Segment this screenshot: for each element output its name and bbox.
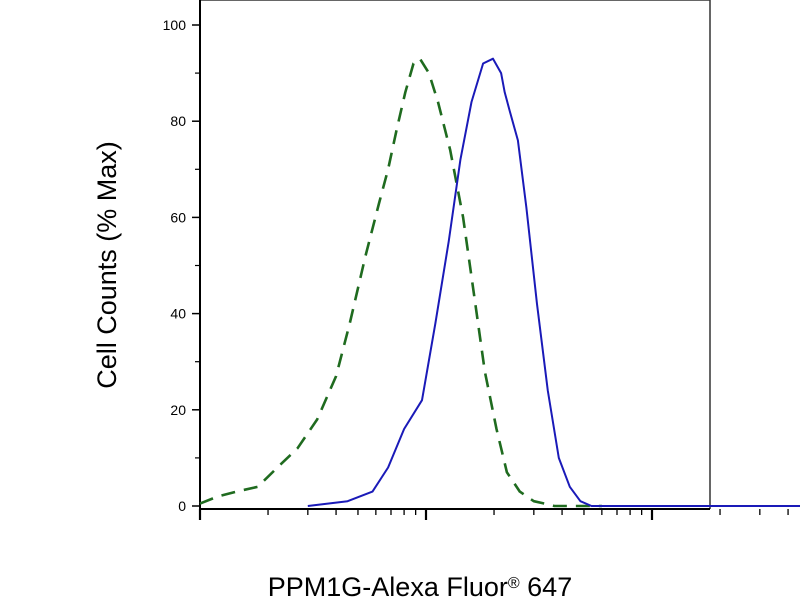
stained-series-line [307, 57, 800, 507]
y-tick-label: 60 [170, 209, 186, 225]
series-layer [199, 57, 800, 508]
y-axis-ticks: 0 20 40 60 80 100 [163, 17, 200, 514]
x-axis-title-suffix: 647 [520, 572, 573, 600]
y-tick-label: 0 [178, 498, 186, 514]
y-tick-label: 40 [170, 306, 186, 322]
y-tick-label: 20 [170, 402, 186, 418]
x-axis-title-superscript: ® [508, 575, 520, 592]
x-axis-title-main: PPM1G-Alexa Fluor [268, 572, 508, 600]
control-series-line [199, 57, 602, 508]
y-tick-label: 80 [170, 113, 186, 129]
y-axis-title: Cell Counts (% Max) [92, 141, 122, 389]
x-axis-title: PPM1G-Alexa Fluor® 647 [268, 572, 572, 600]
y-tick-label: 100 [163, 17, 187, 33]
x-axis-ticks [198, 509, 789, 520]
